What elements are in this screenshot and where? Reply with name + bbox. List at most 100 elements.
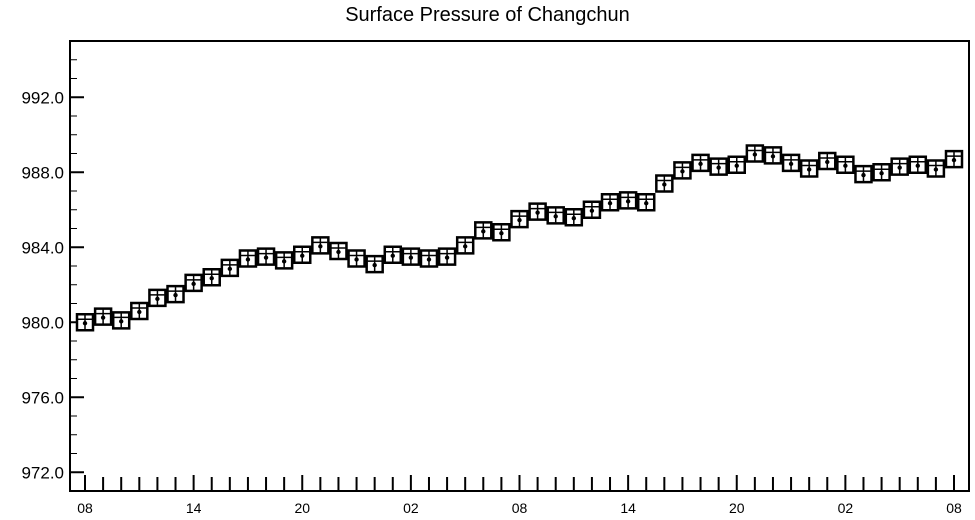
marker-dot — [499, 231, 504, 236]
marker-dot — [155, 296, 160, 302]
marker-dot — [716, 165, 721, 170]
marker-dot — [281, 259, 287, 264]
data-point — [763, 146, 783, 165]
data-point — [347, 249, 366, 268]
marker-dot — [788, 161, 794, 167]
data-point — [492, 223, 511, 242]
marker-dot — [318, 244, 323, 249]
marker-dot — [644, 201, 649, 206]
marker-dot — [245, 257, 251, 262]
y-tick-label: 984.0 — [21, 238, 64, 257]
data-point — [745, 144, 765, 163]
data-point — [383, 245, 403, 264]
x-tick-label: 08 — [512, 500, 528, 516]
marker-dot — [625, 199, 631, 204]
data-point — [636, 193, 656, 212]
data-point — [673, 161, 692, 180]
data-point — [564, 208, 584, 227]
marker-dot — [933, 167, 939, 172]
data-point — [872, 163, 891, 182]
x-tick-label: 14 — [186, 500, 202, 516]
marker-dot — [191, 281, 196, 287]
data-point — [890, 157, 909, 176]
marker-dot — [698, 161, 703, 167]
marker-dot — [861, 172, 866, 178]
data-point — [365, 254, 384, 274]
data-point — [474, 221, 493, 240]
marker-dot — [300, 253, 305, 258]
plot-frame — [69, 40, 970, 492]
marker-dot — [119, 319, 124, 324]
y-tick-label: 988.0 — [21, 163, 64, 182]
x-tick-label: 14 — [620, 500, 636, 516]
data-point — [274, 251, 294, 270]
y-tick-label: 992.0 — [21, 88, 64, 107]
data-point — [75, 313, 95, 332]
marker-dot — [662, 182, 667, 187]
data-point — [836, 155, 855, 174]
marker-dot — [951, 157, 957, 163]
data-point — [781, 153, 801, 173]
marker-dot — [806, 167, 812, 172]
x-tick-label: 02 — [838, 500, 854, 516]
y-tick-label: 976.0 — [21, 388, 64, 407]
data-point — [799, 159, 819, 178]
marker-dot — [553, 214, 558, 219]
marker-dot — [390, 253, 395, 258]
marker-dot — [137, 309, 142, 315]
marker-dot — [462, 244, 468, 249]
data-point — [256, 247, 276, 266]
x-tick-label: 02 — [403, 500, 419, 516]
marker-dot — [915, 163, 920, 168]
data-point — [455, 236, 475, 255]
marker-dot — [481, 229, 486, 234]
marker-dot — [607, 201, 613, 206]
y-tick-label: 972.0 — [21, 463, 64, 482]
marker-dot — [571, 216, 577, 221]
chart-title: Surface Pressure of Changchun — [345, 4, 630, 26]
marker-dot — [825, 159, 830, 165]
marker-dot — [354, 257, 359, 262]
marker-dot — [734, 163, 739, 168]
data-point — [111, 311, 131, 330]
x-tick-label: 20 — [294, 500, 310, 516]
data-point — [528, 202, 547, 221]
marker-dot — [408, 255, 414, 260]
data-point — [437, 247, 457, 266]
data-point — [655, 174, 674, 193]
data-point — [293, 245, 312, 264]
marker-dot — [897, 165, 902, 170]
x-tick-label: 08 — [946, 500, 962, 516]
marker-dot — [535, 210, 540, 215]
data-point — [546, 206, 565, 225]
data-point — [709, 157, 728, 176]
marker-dot — [209, 276, 214, 281]
data-point — [926, 159, 946, 178]
marker-dot — [227, 266, 233, 272]
data-point — [944, 149, 964, 169]
y-tick-label: 980.0 — [21, 313, 64, 332]
marker-dot — [173, 292, 178, 298]
x-tick-label: 20 — [729, 500, 745, 516]
data-point — [166, 284, 185, 304]
data-point — [311, 236, 330, 255]
data-point — [691, 153, 710, 173]
marker-dot — [336, 249, 341, 255]
marker-dot — [752, 152, 758, 157]
data-point — [130, 301, 149, 321]
data-point — [727, 155, 746, 174]
data-point — [238, 249, 258, 268]
marker-dot — [843, 163, 848, 168]
data-point — [220, 258, 240, 278]
data-point — [329, 241, 348, 261]
data-point — [854, 164, 873, 184]
data-point — [93, 307, 113, 326]
data-point — [618, 191, 638, 210]
marker-dot — [589, 208, 595, 213]
data-point — [510, 209, 529, 229]
data-point — [184, 273, 203, 293]
marker-dot — [680, 169, 685, 174]
data-point — [818, 151, 837, 171]
data-point — [419, 249, 439, 268]
data-point — [401, 247, 421, 266]
